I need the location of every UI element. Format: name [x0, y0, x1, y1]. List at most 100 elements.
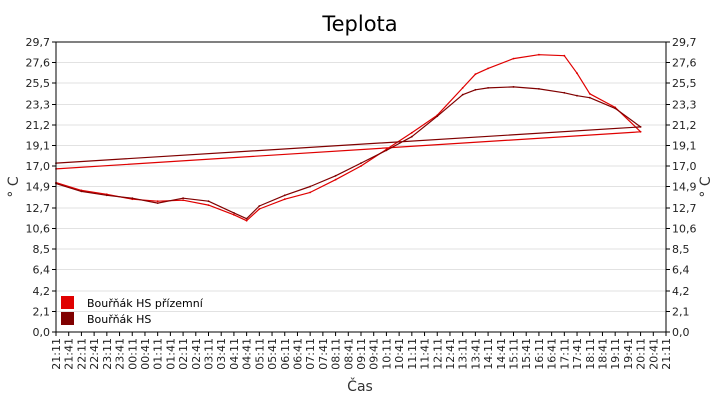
series-point	[245, 219, 248, 222]
x-tick-label: 02:11	[177, 338, 190, 370]
series-point	[245, 217, 248, 220]
x-tick-label: 09:41	[368, 338, 381, 370]
series-point	[385, 149, 388, 152]
series-point	[512, 86, 515, 88]
x-tick-label: 18:41	[596, 338, 609, 370]
x-axis: 21:11 21:41 22:11 22:41 23:11 23:41 00:11 00:41…	[50, 332, 673, 370]
x-tick-label: 22:11	[75, 338, 88, 370]
x-tick-label: 13:11	[457, 338, 470, 370]
series-point	[410, 135, 413, 138]
series-line	[55, 86, 642, 220]
x-tick-label: 00:41	[139, 338, 152, 370]
series-point	[639, 126, 642, 128]
x-axis-title: Čas	[347, 377, 373, 395]
y-tick-label-right: 23,3	[672, 98, 697, 111]
x-tick-label: 15:41	[520, 338, 533, 370]
x-tick-label: 04:11	[228, 338, 241, 370]
series-point	[131, 197, 134, 200]
series-point	[563, 91, 566, 94]
y-tick-label-right: 14,9	[672, 181, 697, 194]
series-point	[233, 212, 235, 214]
x-tick-label: 12:41	[444, 338, 457, 370]
series-point	[156, 202, 159, 205]
legend-label: Bouřňák HS přízemní	[87, 297, 204, 310]
chart-title: Teplota	[321, 12, 397, 36]
x-tick-label: 20:11	[635, 338, 648, 370]
series-point	[258, 208, 261, 210]
series-point	[487, 67, 489, 70]
x-tick-label: 06:11	[279, 338, 292, 370]
y-tick-label-left: 21,2	[26, 119, 51, 132]
y-tick-label-right: 21,2	[672, 119, 697, 132]
series-point	[309, 185, 312, 188]
y-tick-label-right: 19,1	[672, 140, 697, 153]
series-point	[207, 200, 210, 203]
x-tick-label: 18:11	[584, 338, 597, 370]
x-tick-label: 10:11	[380, 338, 393, 370]
x-tick-label: 15:11	[508, 338, 521, 370]
legend-swatch	[61, 312, 74, 325]
x-tick-label: 08:41	[342, 338, 355, 370]
x-tick-label: 16:41	[546, 338, 559, 370]
x-tick-label: 20:41	[647, 338, 660, 370]
x-tick-label: 07:11	[304, 338, 317, 370]
x-tick-label: 13:41	[469, 338, 482, 370]
x-tick-label: 00:11	[126, 338, 139, 370]
y-tick-label-right: 8,5	[672, 243, 690, 256]
legend-swatch	[61, 296, 74, 309]
y-tick-label-left: 17,0	[26, 160, 51, 173]
series-point	[360, 165, 362, 167]
series-point	[334, 174, 337, 177]
x-tick-label: 01:11	[152, 338, 165, 370]
y-axis-right: 0,0 2,1 4,2 6,4 8,5 10,6 12,7 14,9 17,0 19,1 21,2 2…	[666, 36, 697, 339]
series-point	[576, 72, 578, 75]
y-tick-label-right: 2,1	[672, 305, 690, 318]
y-tick-label-right: 12,7	[672, 202, 697, 215]
series-point	[156, 200, 159, 203]
y-tick-label-right: 17,0	[672, 160, 697, 173]
x-tick-label: 08:11	[330, 338, 343, 370]
series-point	[182, 197, 185, 200]
x-tick-label: 05:41	[266, 338, 279, 370]
y-axis-title-left: ° C	[6, 176, 22, 197]
y-tick-label-right: 25,5	[672, 77, 697, 90]
y-tick-label-left: 2,1	[33, 305, 51, 318]
x-tick-label: 14:41	[495, 338, 508, 370]
series-point	[576, 94, 578, 97]
y-tick-label-left: 8,5	[33, 243, 51, 256]
x-tick-label: 03:11	[203, 338, 216, 370]
y-tick-label-left: 10,6	[26, 222, 51, 235]
x-tick-label: 06:41	[291, 338, 304, 370]
y-tick-label-right: 29,7	[672, 36, 697, 49]
x-tick-label: 22:41	[88, 338, 101, 370]
y-tick-label-right: 27,6	[672, 57, 697, 70]
series-point	[207, 204, 210, 207]
y-tick-label-left: 4,2	[33, 285, 51, 298]
x-tick-label: 17:41	[571, 338, 584, 370]
y-tick-label-left: 29,7	[26, 36, 51, 49]
series-point	[474, 73, 477, 76]
x-tick-label: 09:11	[355, 338, 368, 370]
series-point	[588, 96, 591, 99]
series-point	[461, 87, 464, 89]
x-tick-label: 10:41	[393, 338, 406, 370]
x-tick-label: 11:11	[406, 338, 419, 370]
series-point	[410, 131, 413, 134]
y-tick-label-right: 4,2	[672, 285, 690, 298]
series-point	[474, 88, 477, 91]
y-axis-title-right: ° C	[698, 176, 714, 197]
series-point	[233, 213, 235, 216]
series-point	[182, 199, 185, 202]
x-tick-label: 02:41	[190, 338, 203, 370]
series-point	[538, 88, 540, 90]
y-tick-label-left: 25,5	[26, 77, 51, 90]
series-point	[436, 115, 439, 118]
x-tick-label: 14:11	[482, 338, 495, 370]
x-tick-label: 21:11	[660, 338, 673, 370]
series-point	[487, 87, 489, 89]
series-point	[461, 93, 464, 96]
x-tick-label: 04:41	[241, 338, 254, 370]
x-tick-label: 05:11	[253, 338, 266, 370]
grid	[56, 62, 666, 312]
